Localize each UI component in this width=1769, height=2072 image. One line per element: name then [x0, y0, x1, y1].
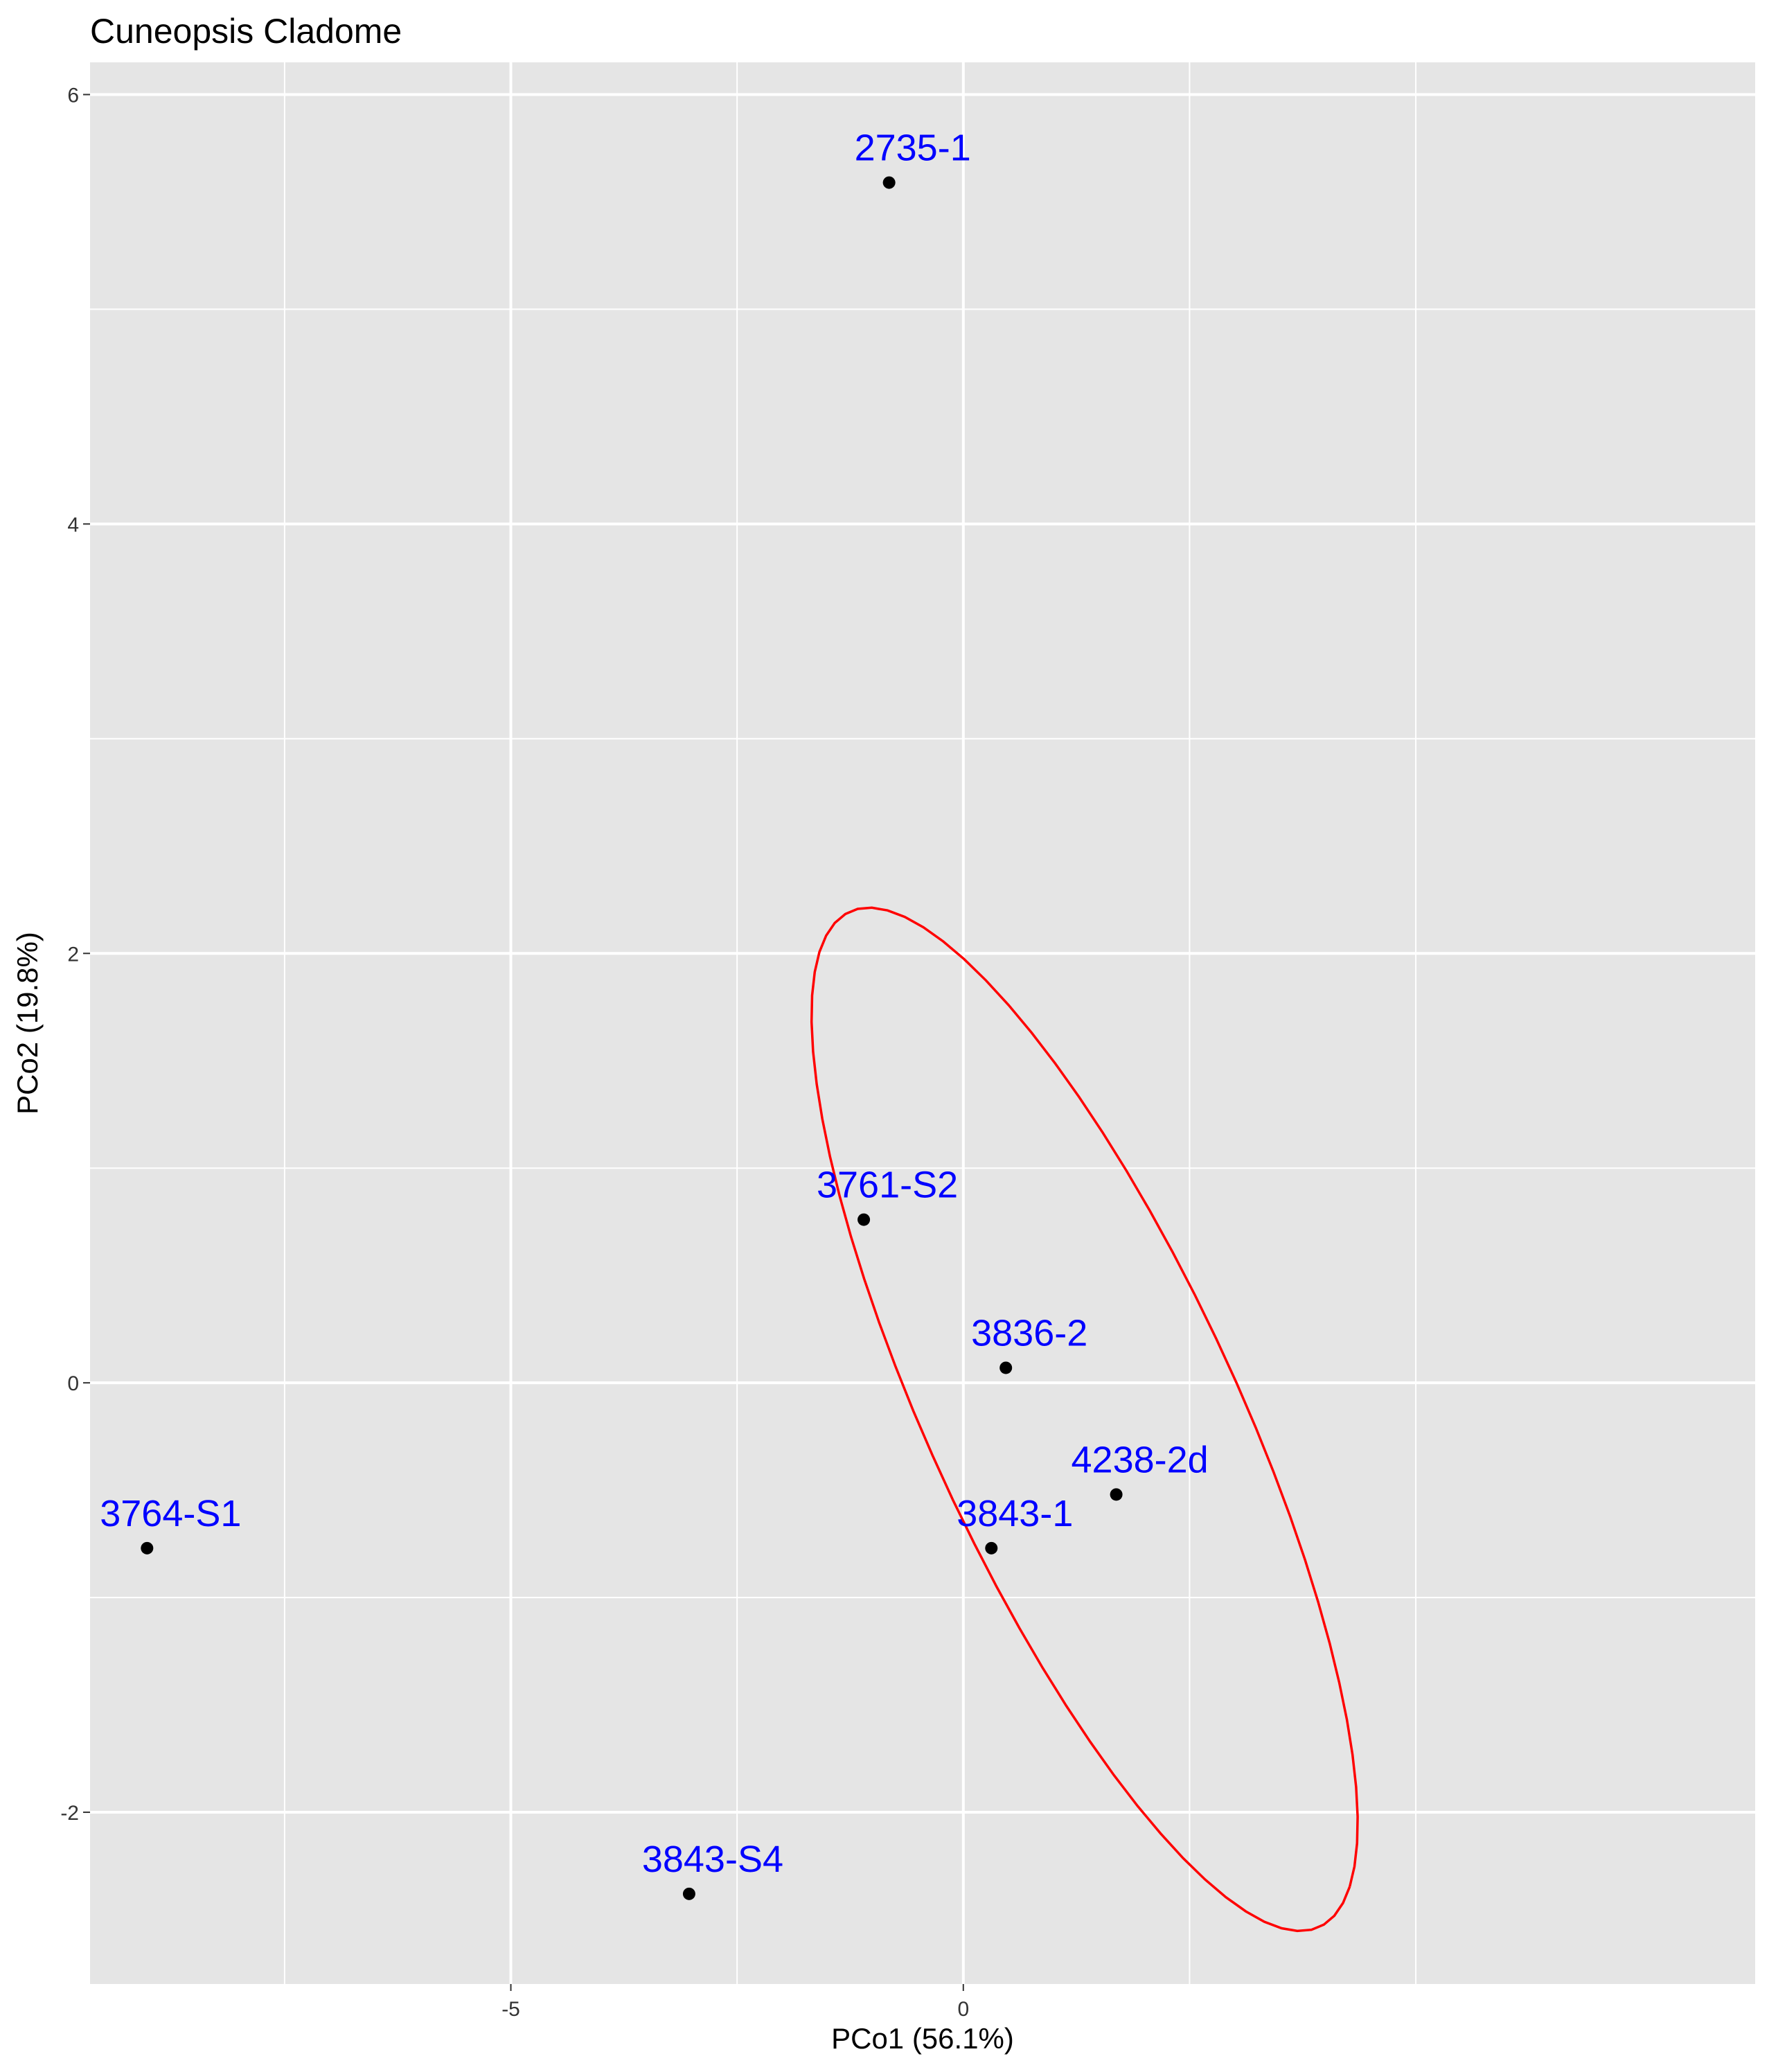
y-tick-label: 6	[67, 84, 79, 107]
data-point	[682, 1887, 695, 1900]
minor-gridlines	[90, 62, 1755, 1984]
data-points-layer: 2735-1 3761-S2 3836-2 4238-2d 3843-1 3764-S1 3…	[100, 127, 1209, 1900]
data-point-label: 3836-2	[971, 1312, 1087, 1354]
y-tick-label: 4	[67, 513, 79, 536]
data-point-label: 4238-2d	[1072, 1439, 1209, 1480]
plot-panel	[90, 62, 1755, 1984]
data-point-label: 3843-S4	[642, 1839, 783, 1880]
y-axis: -2 0 2 4 6	[60, 84, 90, 1825]
major-gridlines	[90, 62, 1755, 1984]
data-point	[999, 1361, 1013, 1374]
x-tick-label: -5	[501, 1998, 520, 2021]
y-tick-label: 2	[67, 943, 79, 966]
x-axis-title: PCo1 (56.1%)	[831, 2022, 1014, 2055]
data-point	[882, 176, 896, 189]
data-point	[141, 1541, 154, 1555]
data-point	[857, 1213, 871, 1226]
data-point-label: 2735-1	[855, 127, 971, 169]
x-tick-label: 0	[957, 1998, 969, 2021]
data-point-label: 3761-S2	[817, 1165, 958, 1206]
data-point	[985, 1541, 998, 1555]
chart-title: Cuneopsis Cladome	[90, 12, 402, 51]
data-point-label: 3843-1	[957, 1493, 1073, 1534]
y-tick-label: 0	[67, 1372, 79, 1395]
data-point-label: 3764-S1	[100, 1493, 241, 1534]
data-point	[1110, 1488, 1123, 1501]
x-axis: -5 0	[501, 1984, 969, 2021]
y-tick-label: -2	[60, 1802, 79, 1825]
confidence-ellipse	[810, 906, 1359, 1933]
y-axis-title: PCo2 (19.8%)	[11, 932, 44, 1115]
confidence-ellipse-layer	[810, 906, 1359, 1933]
